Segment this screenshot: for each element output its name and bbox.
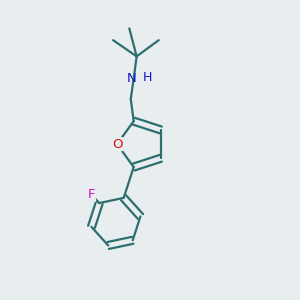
Text: F: F bbox=[88, 188, 95, 201]
Text: O: O bbox=[112, 138, 122, 151]
Text: N: N bbox=[127, 72, 136, 85]
Text: H: H bbox=[142, 71, 152, 84]
